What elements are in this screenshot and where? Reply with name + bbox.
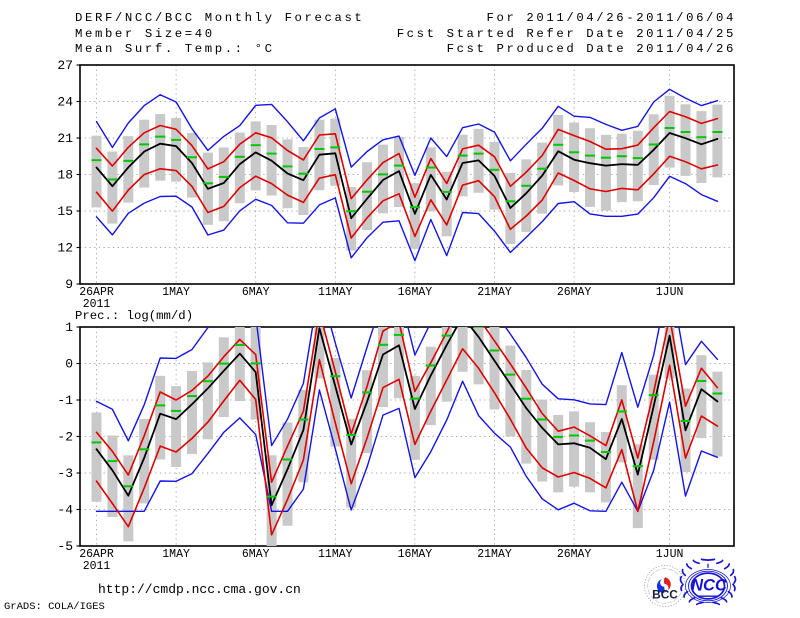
svg-text:1JUN: 1JUN [656,548,684,561]
svg-text:-1: -1 [57,393,73,408]
svg-text:BCC: BCC [652,588,678,602]
svg-text:1JUN: 1JUN [656,286,684,299]
svg-text:6MAY: 6MAY [242,548,270,561]
svg-text:15: 15 [57,204,73,219]
svg-text:-3: -3 [57,466,73,481]
svg-text:21MAY: 21MAY [477,548,512,561]
svg-text:Prec.: log(mm/d): Prec.: log(mm/d) [75,309,193,323]
svg-text:24: 24 [57,95,73,110]
svg-text:-4: -4 [57,503,73,518]
svg-text:-2: -2 [57,430,73,445]
svg-text:9: 9 [65,277,73,292]
svg-text:11MAY: 11MAY [318,286,353,299]
svg-text:1MAY: 1MAY [162,286,190,299]
svg-text:21: 21 [57,131,73,146]
svg-text:2011: 2011 [83,560,111,573]
svg-text:21MAY: 21MAY [477,286,512,299]
svg-text:27: 27 [57,58,73,73]
svg-text:6MAY: 6MAY [242,286,270,299]
svg-text:1MAY: 1MAY [162,548,190,561]
svg-text:16MAY: 16MAY [398,286,433,299]
svg-text:1: 1 [65,320,73,335]
svg-text:0: 0 [65,357,73,372]
svg-text:11MAY: 11MAY [318,548,353,561]
svg-text:NCC: NCC [691,576,728,594]
svg-text:16MAY: 16MAY [398,548,433,561]
svg-text:-5: -5 [57,539,73,554]
svg-text:12: 12 [57,241,73,256]
svg-text:18: 18 [57,168,73,183]
svg-text:26MAY: 26MAY [557,548,592,561]
svg-text:26MAY: 26MAY [557,286,592,299]
